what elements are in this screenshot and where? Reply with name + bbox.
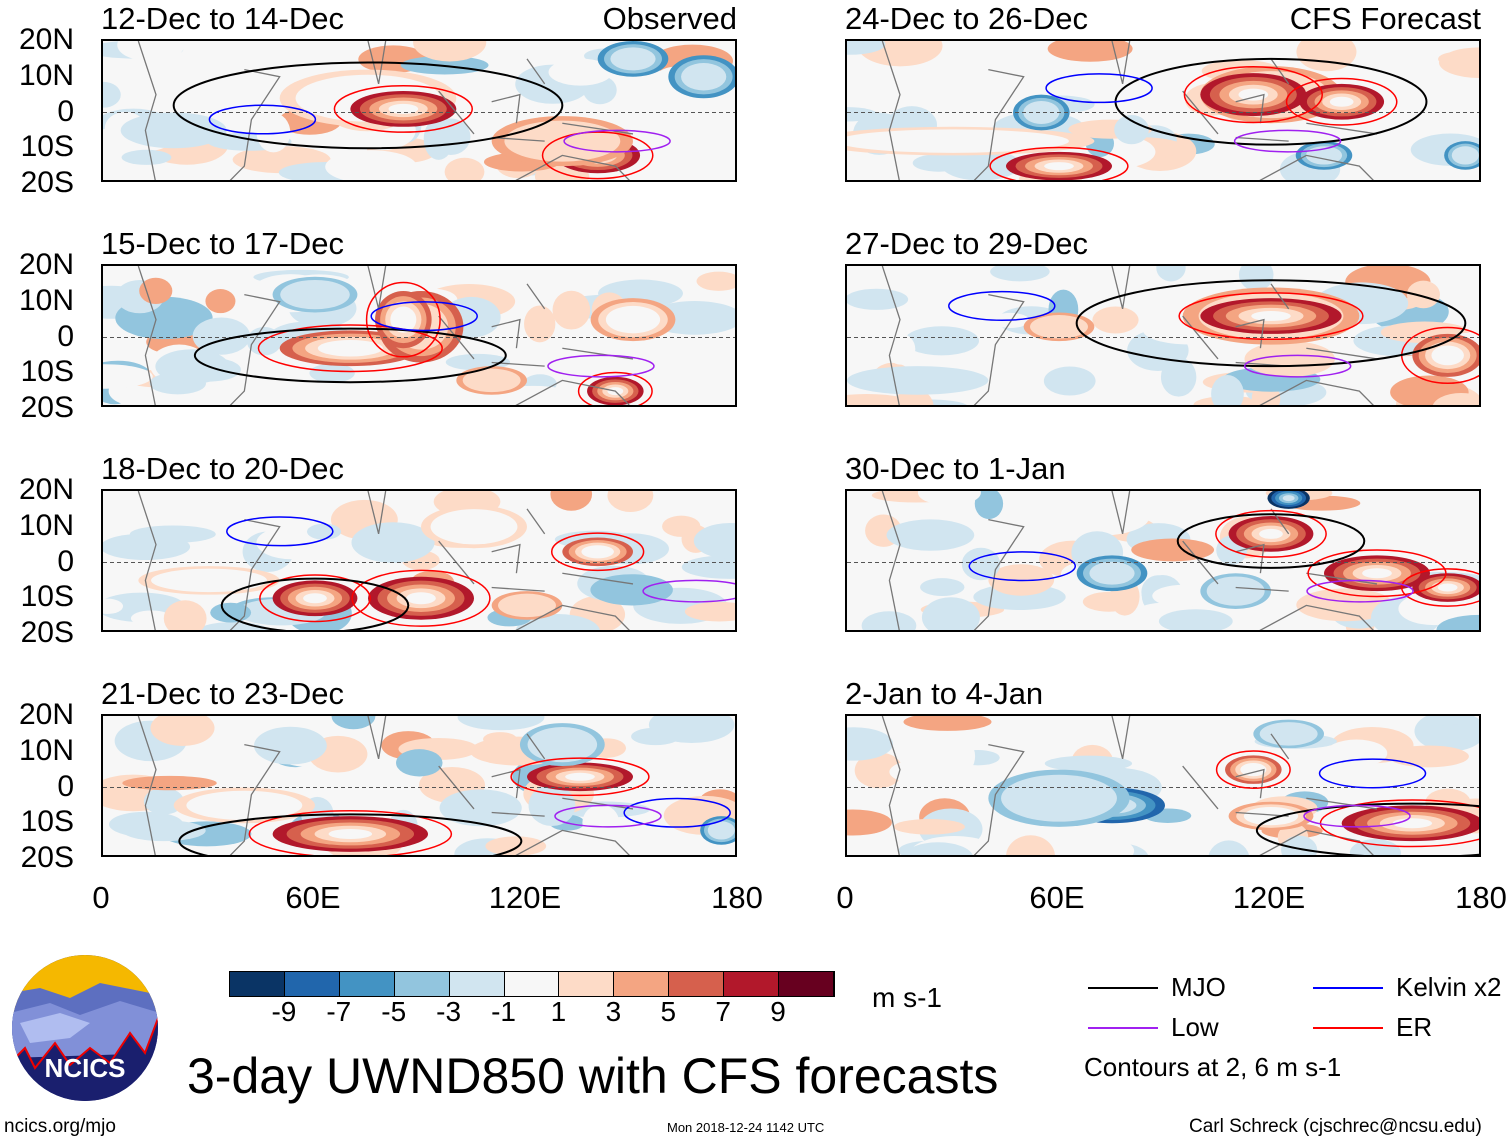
colorbar-tick: -9 — [271, 996, 297, 1027]
lon-label: 0 — [92, 880, 110, 915]
colorbar-tick: 9 — [770, 996, 786, 1027]
lon-label: 180 — [711, 880, 763, 915]
panel-title: 24-Dec to 26-Dec — [845, 1, 1088, 36]
panel-title: 27-Dec to 29-Dec — [845, 226, 1088, 261]
legend-label: Kelvin x2 — [1396, 972, 1502, 1002]
lon-label: 0 — [836, 880, 854, 915]
colorbar-tick: 5 — [660, 996, 677, 1027]
colorbar-tick: 1 — [550, 996, 567, 1027]
lat-label: 20S — [20, 166, 74, 199]
lon-label: 120E — [1232, 880, 1306, 915]
lat-label: 20N — [18, 248, 74, 281]
lon-label: 60E — [1029, 880, 1085, 915]
panel-title: 30-Dec to 1-Jan — [845, 451, 1066, 486]
ncics-logo: NCICS — [12, 955, 158, 1101]
lat-label: 10N — [18, 733, 74, 767]
footer-author: Carl Schreck (cjschrec@ncsu.edu) — [1189, 1116, 1482, 1137]
lat-label: 20S — [20, 391, 74, 424]
logo-text: NCICS — [45, 1053, 126, 1083]
colorbar-tick: 3 — [605, 996, 622, 1027]
map-panel — [101, 39, 737, 182]
colorbar-swatch — [614, 972, 670, 996]
panel-title: 2-Jan to 4-Jan — [845, 676, 1044, 711]
colorbar-swatch — [669, 972, 725, 996]
map-panel — [845, 489, 1481, 632]
legend-line — [1088, 1027, 1158, 1029]
colorbar-tick: -5 — [381, 996, 407, 1027]
panel-title: 15-Dec to 17-Dec — [101, 226, 344, 261]
lat-label: 10S — [20, 130, 74, 164]
lat-label: 20N — [18, 23, 74, 56]
panel-title: 12-Dec to 14-Dec — [101, 1, 344, 36]
colorbar — [229, 971, 835, 997]
colorbar-units: m s-1 — [872, 982, 942, 1013]
map-panel — [101, 489, 737, 632]
colorbar-swatch — [449, 972, 505, 996]
lat-label: 0 — [57, 94, 74, 128]
panel-label: CFS Forecast — [1289, 1, 1481, 36]
colorbar-swatch — [339, 972, 395, 996]
colorbar-swatch — [779, 972, 834, 996]
lon-label: 120E — [488, 880, 562, 915]
colorbar-tick: -3 — [436, 996, 462, 1027]
lat-label: 10S — [20, 355, 74, 389]
colorbar-tick: 7 — [715, 996, 731, 1027]
lon-label: 60E — [285, 880, 341, 915]
colorbar-swatch — [230, 972, 285, 996]
colorbar-tick: -7 — [326, 996, 352, 1027]
lat-label: 10N — [18, 283, 74, 317]
map-panel — [845, 264, 1481, 407]
legend-note: Contours at 2, 6 m s-1 — [1084, 1052, 1342, 1082]
lat-label: 0 — [57, 544, 74, 578]
legend-label: MJO — [1171, 972, 1226, 1002]
map-panel — [101, 264, 737, 407]
colorbar-swatch — [559, 972, 615, 996]
legend-line — [1313, 1027, 1383, 1029]
lat-label: 20S — [20, 616, 74, 649]
lat-label: 20S — [20, 841, 74, 874]
footer-url[interactable]: ncics.org/mjo — [4, 1116, 116, 1137]
lat-label: 10N — [18, 58, 74, 92]
footer-timestamp: Mon 2018-12-24 1142 UTC — [667, 1120, 825, 1135]
colorbar-swatch — [284, 972, 340, 996]
lat-label: 20N — [18, 698, 74, 731]
lat-label: 0 — [57, 319, 74, 353]
lat-label: 10N — [18, 508, 74, 542]
panel-title: 18-Dec to 20-Dec — [101, 451, 344, 486]
panel-title: 21-Dec to 23-Dec — [101, 676, 344, 711]
colorbar-tick: -1 — [491, 996, 516, 1027]
colorbar-swatch — [504, 972, 560, 996]
lat-label: 0 — [57, 769, 74, 803]
legend-label: Low — [1171, 1012, 1219, 1042]
lat-label: 10S — [20, 805, 74, 839]
map-panel — [101, 714, 737, 857]
lon-label: 180 — [1455, 880, 1507, 915]
figure-title: 3-day UWND850 with CFS forecasts — [187, 1048, 999, 1104]
legend-line — [1313, 987, 1383, 989]
legend-label: ER — [1396, 1012, 1433, 1042]
map-panel — [845, 714, 1481, 857]
colorbar-swatch — [394, 972, 450, 996]
colorbar-swatch — [724, 972, 780, 996]
panel-label: Observed — [602, 1, 737, 36]
lat-label: 20N — [18, 473, 74, 506]
legend-line — [1088, 987, 1158, 989]
map-panel — [845, 39, 1481, 182]
lat-label: 10S — [20, 580, 74, 614]
